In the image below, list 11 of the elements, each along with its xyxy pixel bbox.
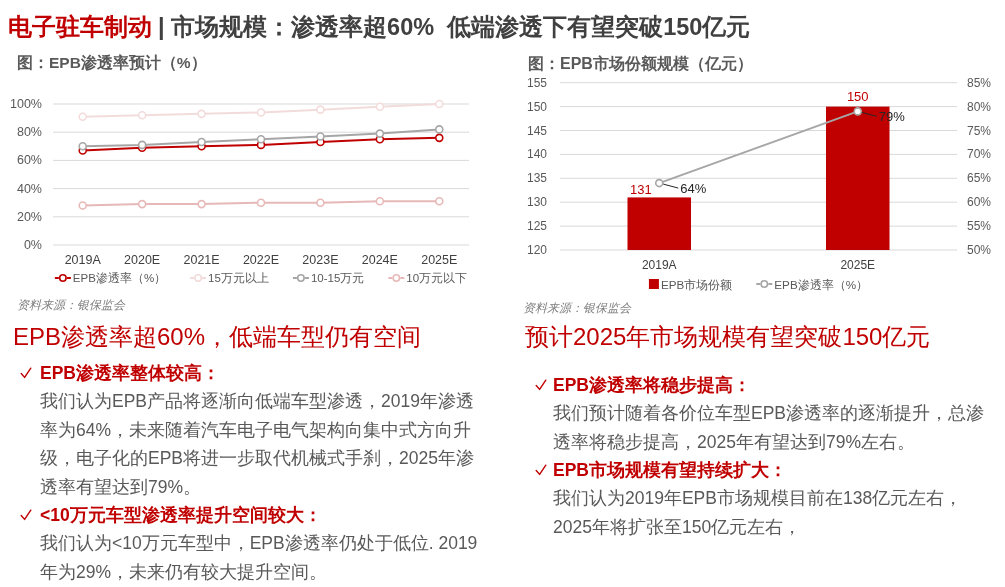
title: 预计2025年市场规模有望突破150亿元 bbox=[525, 323, 931, 350]
title: 电子驻车制动 bbox=[8, 14, 152, 40]
paragraph: 我们认为<10万元车型中，EPB渗透率仍处于低位. 2019年为29%，未来仍有较大提升空间。 bbox=[40, 532, 478, 584]
source: 资料来源：银保监会 bbox=[523, 301, 631, 315]
data-label: 64% bbox=[680, 180, 707, 196]
title: EPB渗透率超60%，低端车型仍有空间 bbox=[13, 323, 422, 350]
paragraph: 我们认为2019年EPB市场规模目前在138亿元左右，2025年将扩张至150亿元左右， bbox=[553, 487, 964, 539]
paragraph: 我们预计随着各价位车型EPB渗透率的逐渐提升，总渗透率将稳步提高，2025年有望达到79%左右。 bbox=[553, 402, 986, 454]
subtitle: | 市场规模：渗透率超60% 低端渗透下有望突破150亿元 bbox=[158, 14, 751, 40]
source: 资料来源：银保监会 bbox=[17, 298, 125, 312]
paragraph: 我们认为EPB产品将逐渐向低端车型渗透，2019年渗透率为64%，未来随着汽车电子电气架构向集中式方向升级，电子化的EPB将进一步取代机械式手刹，2025年渗透率有望达到79%。 bbox=[40, 390, 475, 499]
